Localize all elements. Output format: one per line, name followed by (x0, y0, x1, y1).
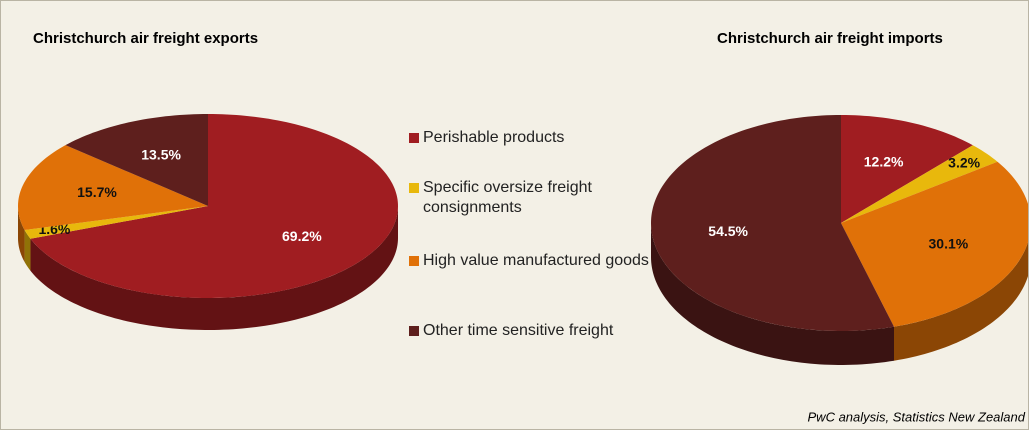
legend-swatch (409, 256, 419, 266)
data-label: 30.1% (929, 235, 969, 251)
data-label: 54.5% (708, 223, 748, 239)
pie-slice-side (30, 206, 398, 330)
data-label: 15.7% (77, 184, 117, 200)
pie-slice (841, 115, 973, 223)
legend-label: Other time sensitive freight (423, 322, 614, 339)
pie-slice (841, 161, 1028, 327)
legend-item: Specific oversize freight consignments (409, 178, 659, 218)
legend-label: High value manufactured goods (423, 252, 649, 269)
legend-item: High value manufactured goods (409, 251, 659, 271)
source-note: PwC analysis, Statistics New Zealand (808, 409, 1026, 424)
pie-slice (841, 145, 998, 223)
chart-title: Christchurch air freight imports (717, 30, 943, 47)
legend-item: Perishable products (409, 128, 659, 148)
legend-item: Other time sensitive freight (409, 321, 659, 341)
legend-swatch (409, 183, 419, 193)
data-label: 3.2% (948, 154, 980, 170)
data-label: 12.2% (864, 154, 904, 170)
pie-slice (30, 114, 398, 298)
pie-slice (651, 115, 895, 331)
pie-slice-side (651, 223, 895, 365)
legend-swatch (409, 326, 419, 336)
pie-slice (18, 145, 209, 230)
legend-label: Specific oversize freight consignments (423, 179, 592, 216)
data-label: 69.2% (282, 228, 322, 244)
pie-slice (24, 206, 209, 239)
legend-label: Perishable products (423, 129, 565, 146)
pie-slice-side (894, 242, 1028, 361)
pie-slice (65, 114, 208, 206)
legend-swatch (409, 133, 419, 143)
pie-slice-side (18, 206, 25, 262)
pie-slice-side (24, 229, 31, 271)
chart-title: Christchurch air freight exports (33, 30, 258, 47)
data-label: 13.5% (141, 146, 181, 162)
